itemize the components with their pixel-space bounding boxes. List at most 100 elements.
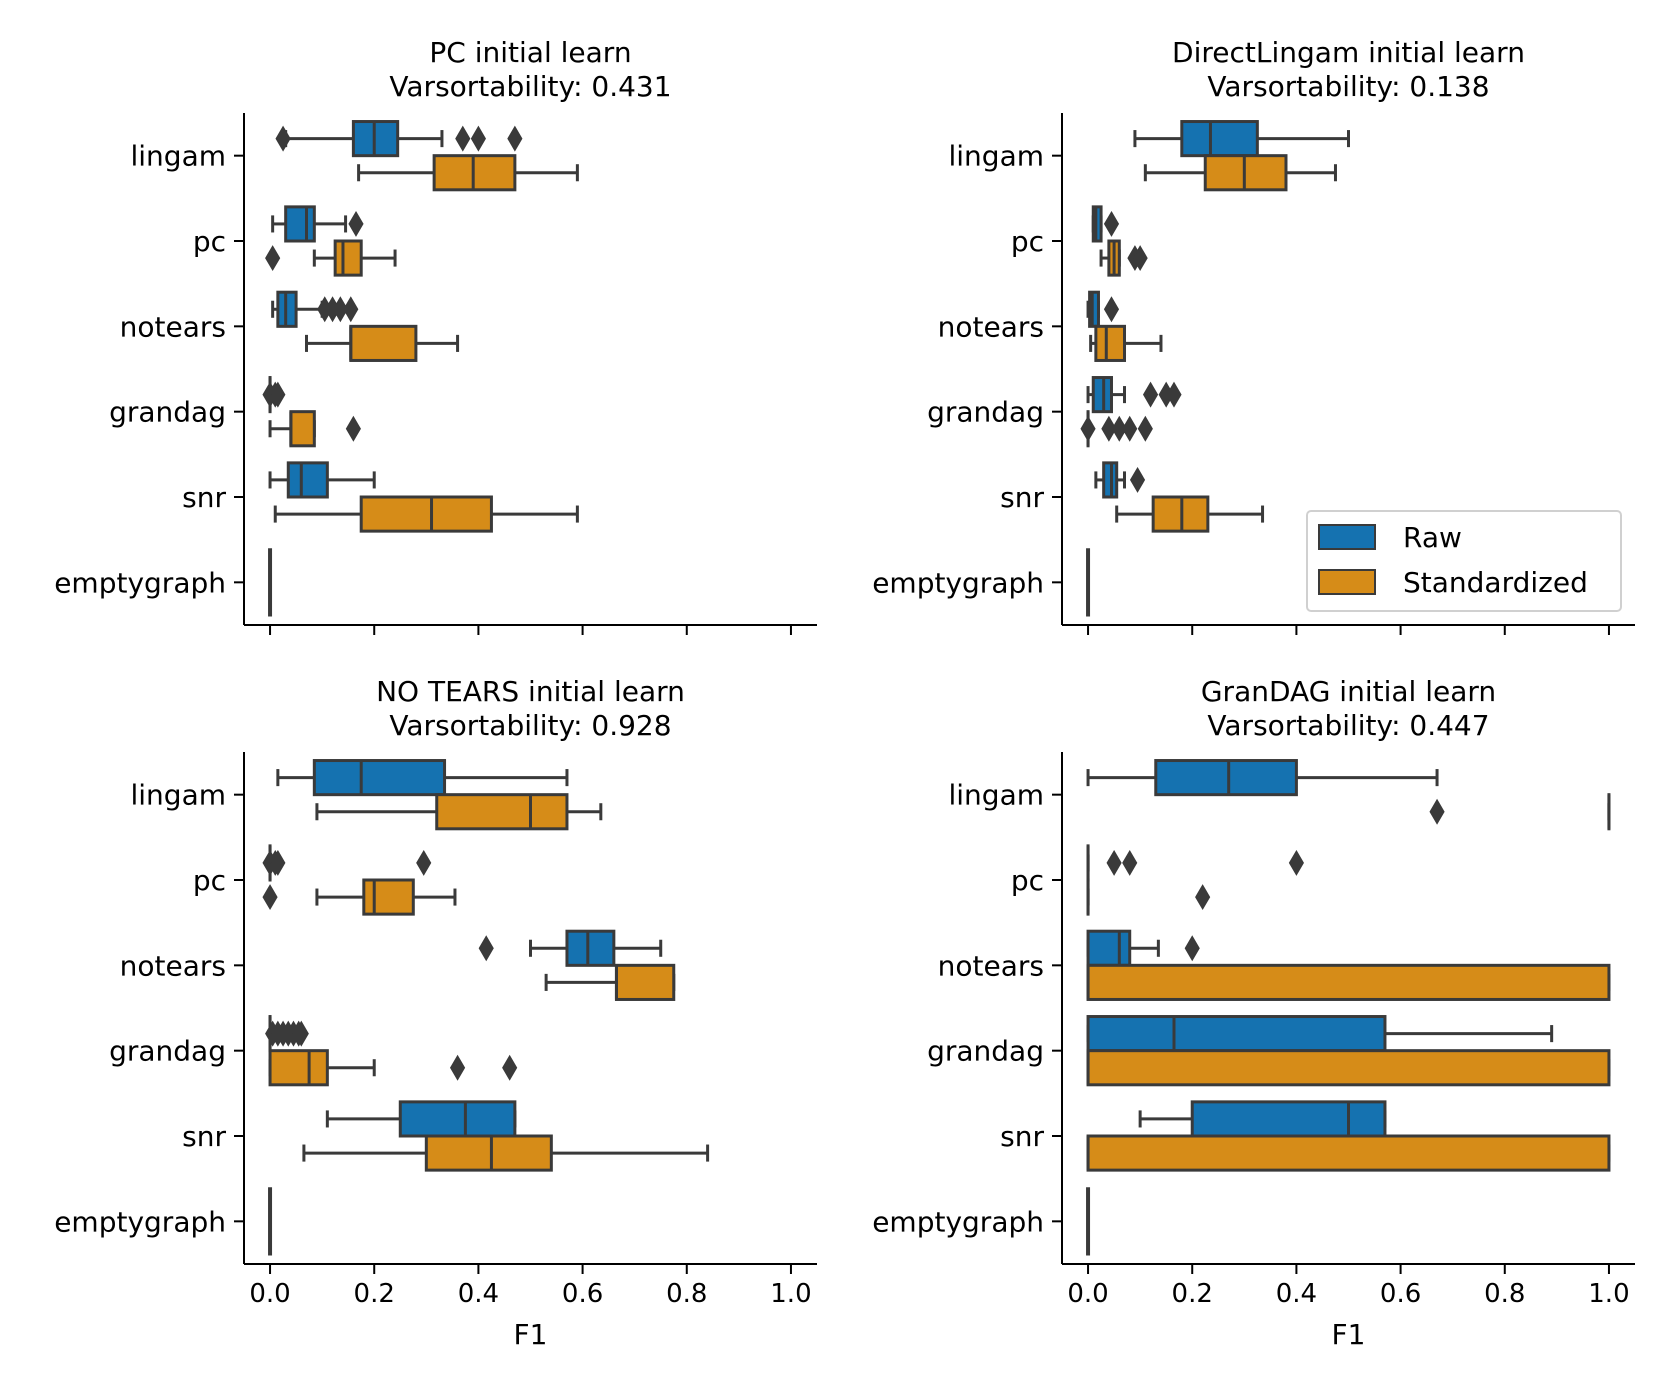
y-tick-label-emptygraph: emptygraph bbox=[54, 1205, 226, 1238]
flier-point bbox=[348, 210, 364, 237]
y-tick-label-snr: snr bbox=[1000, 1120, 1044, 1153]
iqr-box bbox=[1086, 929, 1132, 967]
flier-point bbox=[1129, 466, 1146, 493]
flier-point bbox=[1288, 849, 1304, 876]
flier-point bbox=[1195, 884, 1211, 911]
chart-title: PC initial learn bbox=[429, 36, 631, 69]
iqr-box bbox=[1088, 290, 1100, 328]
legend-label-raw: Raw bbox=[1403, 521, 1462, 554]
box-raw-lingam bbox=[276, 759, 569, 797]
y-tick-label-pc: pc bbox=[1011, 864, 1044, 897]
iqr-box bbox=[614, 963, 676, 1001]
y-tick-label-notears: notears bbox=[938, 310, 1044, 343]
legend-frame bbox=[1306, 510, 1622, 612]
x-tick-label: 1.0 bbox=[1588, 1279, 1629, 1309]
y-tick-label-notears: notears bbox=[120, 949, 226, 982]
y-tick-label-pc: pc bbox=[193, 225, 226, 258]
x-tick-label: 0.2 bbox=[1172, 1279, 1213, 1309]
iqr-box bbox=[1094, 324, 1127, 362]
box-raw-lingam bbox=[1133, 120, 1350, 158]
box-std-notears bbox=[544, 963, 676, 1001]
iqr-box bbox=[333, 239, 363, 277]
x-tick-label: 0.0 bbox=[1067, 1279, 1108, 1309]
x-tick-label: 0.6 bbox=[1380, 1279, 1421, 1309]
x-axis-label: F1 bbox=[1332, 1318, 1366, 1351]
y-tick-label-snr: snr bbox=[182, 1120, 226, 1153]
iqr-box bbox=[359, 495, 493, 533]
box-std-snr bbox=[1115, 495, 1265, 533]
flier-point bbox=[416, 849, 432, 876]
x-tick-label: 0.4 bbox=[458, 1279, 499, 1309]
flier-point bbox=[1103, 210, 1120, 237]
y-tick-label-emptygraph: emptygraph bbox=[872, 1205, 1044, 1238]
box-std-grandag bbox=[1086, 1049, 1611, 1087]
iqr-box bbox=[1180, 120, 1259, 158]
box-std-notears bbox=[1086, 963, 1611, 1001]
box-std-snr bbox=[1086, 1134, 1611, 1172]
box-std-notears bbox=[1089, 324, 1163, 362]
iqr-box bbox=[286, 461, 329, 499]
box-std-lingam bbox=[315, 793, 603, 831]
iqr-box bbox=[1190, 1100, 1387, 1138]
box-std-lingam bbox=[1429, 793, 1611, 831]
iqr-box bbox=[284, 205, 316, 243]
x-tick-label: 0.0 bbox=[249, 1279, 290, 1309]
flier-point bbox=[1122, 415, 1138, 442]
box-std-grandag bbox=[268, 410, 361, 448]
y-tick-label-notears: notears bbox=[938, 949, 1044, 982]
box-raw-lingam bbox=[275, 120, 523, 158]
flier-point bbox=[1142, 381, 1159, 408]
flier-point bbox=[1111, 415, 1127, 442]
flier-point bbox=[1080, 415, 1096, 442]
flier-point bbox=[1429, 798, 1445, 825]
legend-label-standardized: Standardized bbox=[1403, 566, 1588, 599]
box-std-snr bbox=[302, 1134, 710, 1172]
flier-point bbox=[345, 415, 361, 442]
y-tick-label-notears: notears bbox=[120, 310, 226, 343]
box-raw-notears bbox=[1086, 929, 1200, 967]
flier-point bbox=[270, 381, 286, 408]
box-raw-snr bbox=[325, 1100, 517, 1138]
y-tick-label-lingam: lingam bbox=[948, 779, 1044, 812]
box-std-pc bbox=[265, 239, 397, 277]
y-tick-label-emptygraph: emptygraph bbox=[872, 566, 1044, 599]
flier-point bbox=[1132, 245, 1148, 272]
flier-point bbox=[455, 125, 471, 152]
flier-point bbox=[1101, 415, 1117, 442]
box-raw-grandag bbox=[1086, 376, 1182, 414]
box-raw-pc bbox=[1086, 844, 1304, 882]
y-tick-label-snr: snr bbox=[1000, 481, 1044, 514]
flier-point bbox=[478, 935, 494, 962]
y-tick-label-grandag: grandag bbox=[927, 396, 1044, 429]
iqr-box bbox=[312, 759, 447, 797]
flier-point bbox=[1184, 935, 1200, 962]
x-tick-label: 0.4 bbox=[1276, 1279, 1317, 1309]
iqr-box bbox=[1086, 1049, 1611, 1087]
chart-subtitle: Varsortability: 0.447 bbox=[1207, 709, 1489, 742]
y-tick-label-lingam: lingam bbox=[130, 140, 226, 173]
box-raw-snr bbox=[268, 461, 376, 499]
flier-point bbox=[449, 1054, 466, 1081]
flier-point bbox=[1103, 296, 1120, 323]
chart-subtitle: Varsortability: 0.928 bbox=[389, 709, 671, 742]
y-tick-label-pc: pc bbox=[1011, 225, 1044, 258]
box-std-lingam bbox=[357, 154, 579, 192]
box-raw-notears bbox=[478, 929, 663, 967]
box-raw-pc bbox=[271, 205, 364, 243]
chart-title: GranDAG initial learn bbox=[1201, 675, 1496, 708]
flier-point bbox=[343, 296, 359, 323]
flier-point bbox=[1137, 415, 1153, 442]
flier-point bbox=[1122, 849, 1138, 876]
box-raw-pc bbox=[262, 844, 432, 882]
box-raw-snr bbox=[1094, 461, 1146, 499]
box-raw-notears bbox=[271, 290, 359, 328]
box-raw-notears bbox=[1086, 290, 1120, 328]
flier-point bbox=[262, 884, 278, 911]
chart-subtitle: Varsortability: 0.431 bbox=[389, 70, 671, 103]
iqr-box bbox=[289, 410, 316, 448]
y-tick-label-grandag: grandag bbox=[109, 396, 226, 429]
y-tick-label-grandag: grandag bbox=[109, 1035, 226, 1068]
